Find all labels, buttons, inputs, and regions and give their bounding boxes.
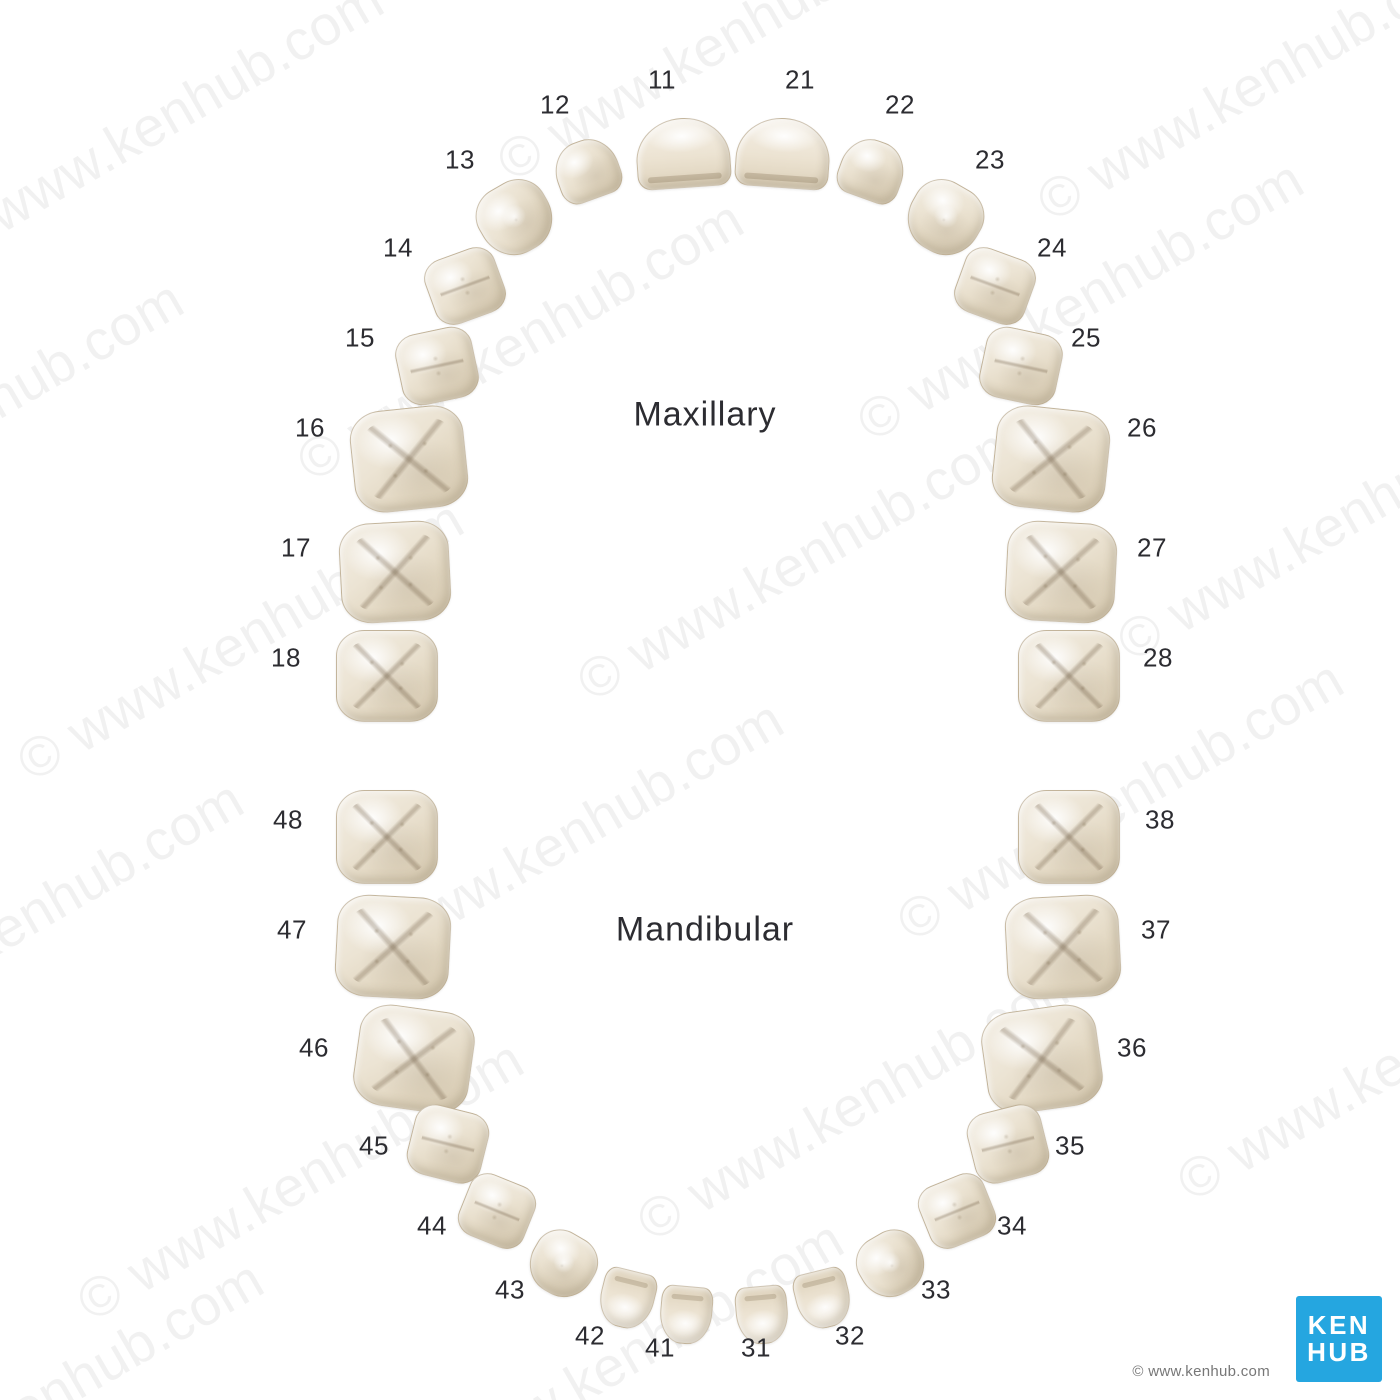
tooth-label-18: 18 [271, 643, 301, 674]
tooth-21 [734, 115, 833, 191]
copyright-text: © www.kenhub.com [1132, 1363, 1270, 1380]
tooth-label-25: 25 [1071, 323, 1101, 354]
tooth-14 [419, 241, 512, 330]
tooth-46 [349, 1000, 478, 1117]
tooth-label-21: 21 [785, 65, 815, 96]
tooth-label-37: 37 [1141, 915, 1171, 946]
tooth-label-43: 43 [495, 1275, 525, 1306]
watermark: © www.kenhub.com [0, 766, 254, 1074]
tooth-18 [336, 630, 438, 722]
tooth-label-42: 42 [575, 1321, 605, 1352]
logo-line1: KEN [1308, 1312, 1370, 1339]
tooth-22 [832, 131, 913, 209]
tooth-37 [1003, 893, 1122, 1001]
tooth-label-48: 48 [273, 805, 303, 836]
tooth-28 [1018, 630, 1120, 722]
tooth-16 [347, 402, 471, 515]
tooth-label-36: 36 [1117, 1033, 1147, 1064]
tooth-label-44: 44 [417, 1211, 447, 1242]
tooth-label-34: 34 [997, 1211, 1027, 1242]
watermark: © www.kenhub.com [886, 646, 1355, 954]
tooth-label-14: 14 [383, 233, 413, 264]
tooth-label-31: 31 [741, 1333, 771, 1364]
tooth-17 [337, 519, 452, 625]
tooth-24 [949, 241, 1042, 330]
logo-line2: HUB [1307, 1339, 1371, 1366]
diagram-stage: © www.kenhub.com© www.kenhub.com© www.ke… [0, 0, 1400, 1400]
tooth-27 [1003, 519, 1118, 625]
tooth-label-38: 38 [1145, 805, 1175, 836]
tooth-label-35: 35 [1055, 1131, 1085, 1162]
watermark: © www.kenhub.com [566, 406, 1035, 714]
tooth-36 [977, 1000, 1106, 1117]
tooth-label-23: 23 [975, 145, 1005, 176]
tooth-label-45: 45 [359, 1131, 389, 1162]
watermark: © www.kenhub.com [0, 1246, 274, 1400]
tooth-15 [391, 323, 482, 410]
tooth-label-33: 33 [921, 1275, 951, 1306]
section-label-maxillary: Maxillary [633, 396, 776, 435]
watermark: © www.kenhub.com [0, 266, 194, 574]
tooth-11 [634, 115, 733, 191]
tooth-label-12: 12 [540, 90, 570, 121]
tooth-label-13: 13 [445, 145, 475, 176]
tooth-label-28: 28 [1143, 643, 1173, 674]
watermark: © www.kenhub.com [1026, 0, 1400, 234]
tooth-label-27: 27 [1137, 533, 1167, 564]
tooth-label-24: 24 [1037, 233, 1067, 264]
tooth-38 [1018, 790, 1120, 884]
kenhub-logo: KEN HUB [1296, 1296, 1382, 1382]
watermark: © www.kenhub.com [0, 0, 394, 274]
section-label-mandibular: Mandibular [616, 911, 794, 950]
tooth-47 [333, 893, 452, 1001]
tooth-label-41: 41 [645, 1333, 675, 1364]
watermark: © www.kenhub.com [1166, 906, 1400, 1214]
tooth-label-15: 15 [345, 323, 375, 354]
tooth-label-22: 22 [885, 90, 915, 121]
tooth-43 [518, 1220, 607, 1308]
tooth-25 [975, 323, 1066, 410]
tooth-label-17: 17 [281, 533, 311, 564]
tooth-label-32: 32 [835, 1321, 865, 1352]
tooth-label-26: 26 [1127, 413, 1157, 444]
tooth-label-16: 16 [295, 413, 325, 444]
tooth-48 [336, 790, 438, 884]
tooth-26 [989, 402, 1113, 515]
tooth-label-47: 47 [277, 915, 307, 946]
tooth-label-11: 11 [648, 65, 676, 96]
tooth-label-46: 46 [299, 1033, 329, 1064]
tooth-12 [547, 131, 628, 209]
